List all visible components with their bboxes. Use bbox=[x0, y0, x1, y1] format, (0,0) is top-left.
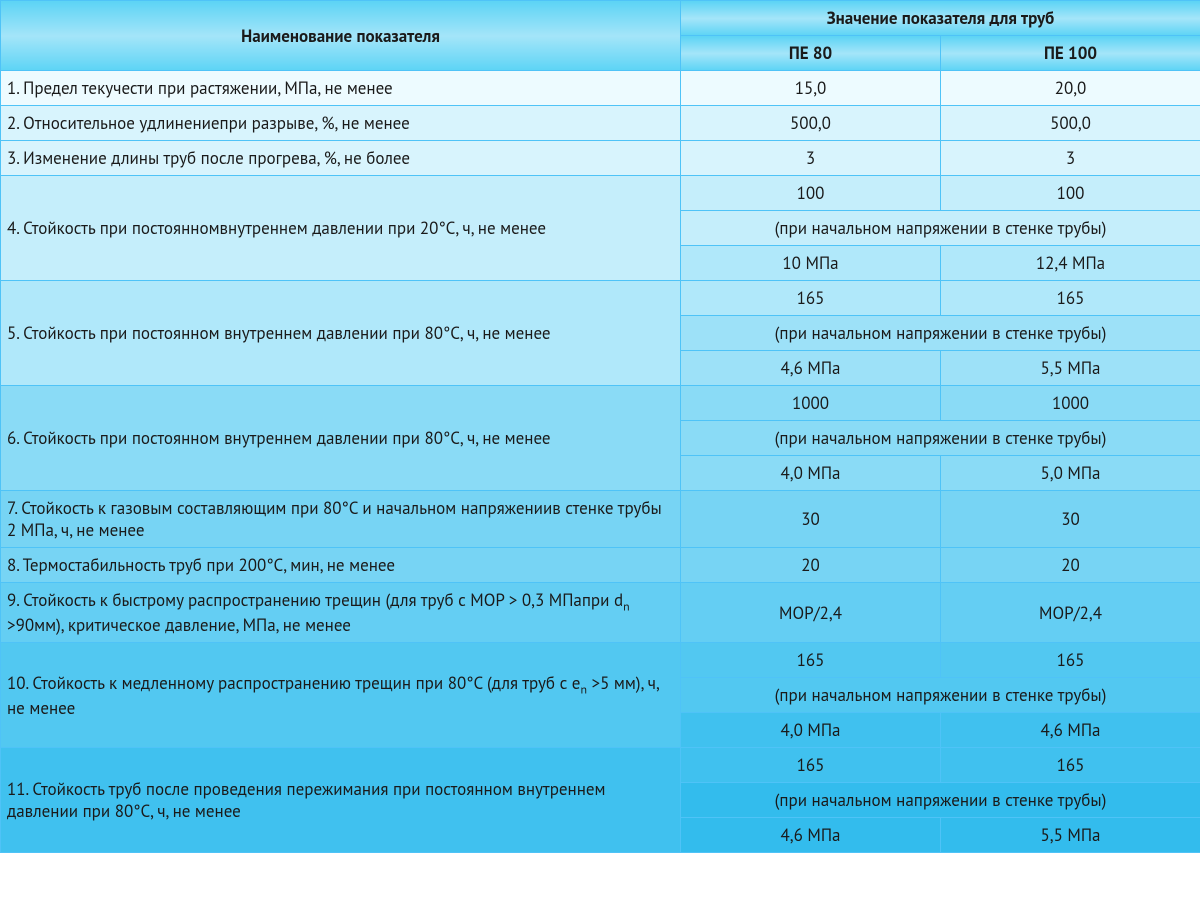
value-pe80: 3 bbox=[681, 141, 941, 176]
table-row: 5. Стойкость при постоянном внутреннем д… bbox=[1, 281, 1200, 316]
table-row: 11. Стойкость труб после проведения пере… bbox=[1, 748, 1200, 783]
value-pe80: 4,6 МПа bbox=[681, 351, 941, 386]
value-pe100: 4,6 МПа bbox=[941, 713, 1200, 748]
specs-table: Наименование показателя Значение показат… bbox=[0, 0, 1200, 853]
value-pe100: 100 bbox=[941, 176, 1200, 211]
value-pe100: 165 bbox=[941, 643, 1200, 678]
value-pe80: 165 bbox=[681, 281, 941, 316]
header-pe100: ПЕ 100 bbox=[941, 36, 1200, 71]
param-label: 9. Стойкость к быстрому распространению … bbox=[1, 583, 681, 643]
value-pe100: 5,0 МПа bbox=[941, 456, 1200, 491]
label-text: >90мм), критическое давление, МПа, не ме… bbox=[7, 614, 351, 636]
value-pe80: 10 МПа bbox=[681, 246, 941, 281]
param-label: 6. Стойкость при постоянном внутреннем д… bbox=[1, 386, 681, 491]
value-pe100: 20 bbox=[941, 548, 1200, 583]
value-pe80: 15,0 bbox=[681, 71, 941, 106]
value-pe100: МОР/2,4 bbox=[941, 583, 1200, 643]
header-pe80: ПЕ 80 bbox=[681, 36, 941, 71]
param-label: 1. Предел текучести при растяжении, МПа,… bbox=[1, 71, 681, 106]
value-pe80: 20 bbox=[681, 548, 941, 583]
table-row: 10. Стойкость к медленному распространен… bbox=[1, 643, 1200, 678]
value-pe100: 1000 bbox=[941, 386, 1200, 421]
label-text: 9. Стойкость к быстрому распространению … bbox=[7, 589, 623, 611]
table-row: 9. Стойкость к быстрому распространению … bbox=[1, 583, 1200, 643]
table-row: 3. Изменение длины труб после прогрева, … bbox=[1, 141, 1200, 176]
table-row: 6. Стойкость при постоянном внутреннем д… bbox=[1, 386, 1200, 421]
param-label: 5. Стойкость при постоянном внутреннем д… bbox=[1, 281, 681, 386]
header-values: Значение показателя для труб bbox=[681, 1, 1200, 36]
label-sub: n bbox=[623, 599, 630, 614]
value-pe100: 165 bbox=[941, 748, 1200, 783]
value-pe80: 30 bbox=[681, 491, 941, 548]
value-pe80: 165 bbox=[681, 748, 941, 783]
value-pe100: 12,4 МПа bbox=[941, 246, 1200, 281]
value-pe80: 500,0 bbox=[681, 106, 941, 141]
value-pe80: 4,6 МПа bbox=[681, 818, 941, 853]
param-label: 11. Стойкость труб после проведения пере… bbox=[1, 748, 681, 853]
param-label: 4. Стойкость при постоянномвнутреннем да… bbox=[1, 176, 681, 281]
value-pe100: 165 bbox=[941, 281, 1200, 316]
param-label: 3. Изменение длины труб после прогрева, … bbox=[1, 141, 681, 176]
value-pe100: 3 bbox=[941, 141, 1200, 176]
value-pe80: МОР/2,4 bbox=[681, 583, 941, 643]
table-row: 8. Термостабильность труб при 200°С, мин… bbox=[1, 548, 1200, 583]
value-pe80: 165 bbox=[681, 643, 941, 678]
label-text: 10. Стойкость к медленному распространен… bbox=[7, 672, 580, 694]
param-label: 7. Стойкость к газовым составляющим при … bbox=[1, 491, 681, 548]
note-cell: (при начальном напряжении в стенке трубы… bbox=[681, 211, 1200, 246]
table-row: 2. Относительное удлинениепри разрыве, %… bbox=[1, 106, 1200, 141]
value-pe100: 5,5 МПа bbox=[941, 351, 1200, 386]
value-pe100: 30 bbox=[941, 491, 1200, 548]
value-pe100: 5,5 МПа bbox=[941, 818, 1200, 853]
value-pe80: 1000 bbox=[681, 386, 941, 421]
value-pe80: 4,0 МПа bbox=[681, 713, 941, 748]
param-label: 10. Стойкость к медленному распространен… bbox=[1, 643, 681, 748]
param-label: 2. Относительное удлинениепри разрыве, %… bbox=[1, 106, 681, 141]
note-cell: (при начальном напряжении в стенке трубы… bbox=[681, 783, 1200, 818]
value-pe80: 4,0 МПа bbox=[681, 456, 941, 491]
table-row: 1. Предел текучести при растяжении, МПа,… bbox=[1, 71, 1200, 106]
table-row: 4. Стойкость при постоянномвнутреннем да… bbox=[1, 176, 1200, 211]
note-cell: (при начальном напряжении в стенке трубы… bbox=[681, 678, 1200, 713]
value-pe80: 100 bbox=[681, 176, 941, 211]
note-cell: (при начальном напряжении в стенке трубы… bbox=[681, 316, 1200, 351]
value-pe100: 20,0 bbox=[941, 71, 1200, 106]
value-pe100: 500,0 bbox=[941, 106, 1200, 141]
header-param: Наименование показателя bbox=[1, 1, 681, 71]
note-cell: (при начальном напряжении в стенке трубы… bbox=[681, 421, 1200, 456]
table-row: 7. Стойкость к газовым составляющим при … bbox=[1, 491, 1200, 548]
param-label: 8. Термостабильность труб при 200°С, мин… bbox=[1, 548, 681, 583]
